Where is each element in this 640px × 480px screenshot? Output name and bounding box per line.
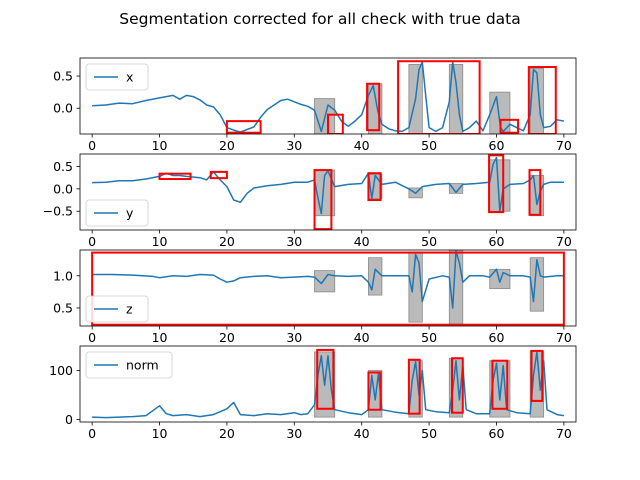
series-line-z	[92, 250, 564, 309]
x-tick-label: 10	[152, 330, 168, 345]
subplot-z: 0 10 20 30 40 50 60 70 1.0 0.5 z	[53, 249, 577, 345]
x-tick-label: 40	[354, 234, 370, 249]
x-tick-label: 60	[489, 234, 505, 249]
segment-box	[158, 172, 192, 181]
x-tick-label: 20	[219, 138, 235, 153]
legend: x	[85, 63, 149, 91]
segment-box	[313, 169, 333, 230]
x-tick-label: 40	[354, 426, 370, 441]
segment-box	[225, 120, 262, 134]
legend-label: y	[126, 206, 134, 221]
x-tick-label: 60	[489, 138, 505, 153]
x-tick-label: 30	[286, 234, 302, 249]
x-tick-label: 30	[286, 330, 302, 345]
legend: y	[85, 199, 149, 227]
x-tick-label: 0	[88, 234, 96, 249]
legend: z	[85, 295, 149, 323]
segment-box	[366, 82, 381, 132]
subplot-y: 0 10 20 30 40 50 60 70 0.5 0.0 −0.5 y	[43, 153, 577, 249]
y-tick-label: 0.5	[53, 159, 73, 174]
x-tick-label: 10	[152, 426, 168, 441]
y-tick-label: 0.0	[53, 101, 73, 116]
x-tick-label: 60	[489, 330, 505, 345]
plot-area	[91, 250, 565, 326]
segment-box	[499, 118, 520, 134]
segment-box	[397, 60, 481, 134]
segment-shade	[368, 257, 383, 296]
axes-frame	[79, 153, 577, 231]
segment-box	[488, 154, 505, 214]
plot-area	[92, 348, 565, 419]
legend: norm	[85, 351, 173, 379]
legend-label: z	[126, 302, 133, 317]
segment-box	[316, 348, 335, 410]
segment-box	[367, 172, 382, 202]
x-tick-label: 70	[556, 330, 572, 345]
segment-box	[528, 169, 542, 216]
y-tick-label: 1.0	[53, 268, 73, 283]
segment-box	[527, 66, 557, 134]
x-tick-label: 50	[421, 330, 437, 345]
segment-box	[451, 357, 464, 414]
x-tick-label: 60	[489, 426, 505, 441]
segment-shade	[314, 270, 336, 293]
y-tick-label: 100	[49, 363, 73, 378]
x-tick-label: 0	[88, 330, 96, 345]
axes-frame	[79, 249, 577, 327]
x-tick-label: 70	[556, 234, 572, 249]
x-tick-label: 10	[152, 138, 168, 153]
x-tick-label: 10	[152, 234, 168, 249]
plot-area	[92, 154, 564, 230]
x-tick-label: 70	[556, 426, 572, 441]
x-tick-label: 30	[286, 426, 302, 441]
segment-box	[91, 251, 565, 326]
y-tick-label: 0.0	[53, 181, 73, 196]
subplot-x: 0 10 20 30 40 50 60 70 0.5 0.0 x	[53, 57, 577, 153]
series-line-norm	[92, 351, 565, 419]
y-tick-label: 0.5	[53, 300, 73, 315]
segment-shade	[529, 175, 545, 217]
x-tick-label: 20	[219, 330, 235, 345]
x-tick-label: 0	[88, 426, 96, 441]
segment-box	[530, 349, 544, 402]
subplot-norm: 0 10 20 30 40 50 60 70 100 0 norm	[49, 345, 577, 441]
axes-frame	[79, 57, 577, 135]
x-tick-label: 20	[219, 426, 235, 441]
x-tick-label: 50	[421, 426, 437, 441]
legend-label: norm	[126, 358, 159, 373]
segment-shade	[489, 268, 511, 290]
x-tick-label: 20	[219, 234, 235, 249]
x-tick-label: 40	[354, 330, 370, 345]
segment-box	[491, 359, 509, 410]
segment-box	[407, 358, 421, 415]
axes-frame	[79, 345, 577, 423]
segment-shade	[448, 183, 464, 194]
x-tick-label: 50	[421, 138, 437, 153]
x-tick-label: 70	[556, 138, 572, 153]
x-tick-label: 40	[354, 138, 370, 153]
y-tick-label: 0	[65, 412, 73, 427]
segment-box	[209, 170, 228, 180]
legend-label: x	[126, 70, 133, 85]
segment-box	[367, 371, 382, 411]
chart-title: Segmentation corrected for all check wit…	[119, 10, 521, 28]
y-tick-label: −0.5	[43, 204, 73, 219]
series-line-y	[92, 156, 564, 215]
x-tick-label: 50	[421, 234, 437, 249]
x-tick-label: 0	[88, 138, 96, 153]
x-tick-label: 30	[286, 138, 302, 153]
y-tick-label: 0.5	[53, 69, 73, 84]
subplots: 0 10 20 30 40 50 60 70 0.5 0.0 x 0 10 20 30 40 50 60 70 0.5…	[43, 57, 577, 441]
legend-box	[85, 351, 173, 379]
